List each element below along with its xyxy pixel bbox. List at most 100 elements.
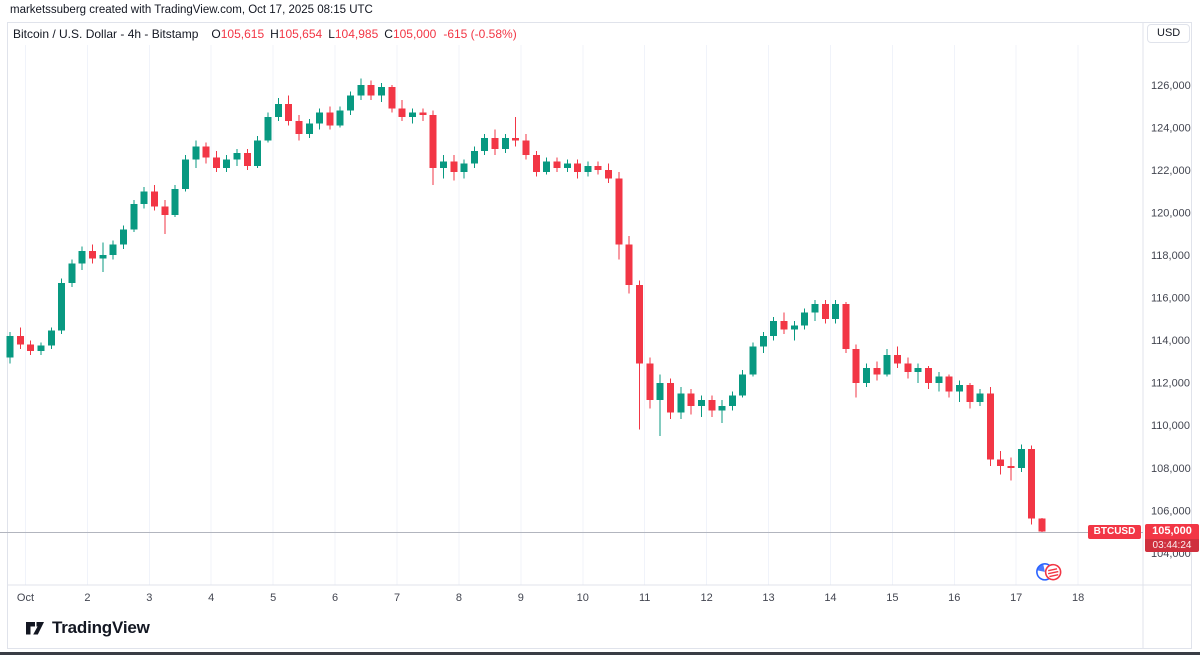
- candle-body: [790, 325, 798, 330]
- last-price-value: 105,000: [1145, 524, 1199, 539]
- candle-body: [429, 114, 437, 168]
- candle-body: [584, 165, 592, 173]
- candle-body: [666, 382, 674, 413]
- candle-body: [388, 87, 396, 109]
- candle-body: [563, 163, 571, 168]
- time-axis-label: 14: [824, 592, 836, 604]
- candle-body: [770, 321, 778, 337]
- candle-body: [594, 165, 602, 171]
- candle-body: [120, 229, 128, 245]
- time-axis-label: 15: [886, 592, 898, 604]
- time-axis-label: 5: [270, 592, 276, 604]
- candle-body: [254, 140, 262, 166]
- candle-body: [37, 345, 45, 351]
- candle-body: [202, 146, 210, 158]
- last-price-axis-tag: 105,000 03:44:24: [1145, 524, 1199, 552]
- price-axis-label: 106,000: [1151, 505, 1191, 517]
- time-axis-label: 4: [208, 592, 214, 604]
- candle-body: [945, 376, 953, 392]
- candle-body: [553, 161, 561, 168]
- candle-body: [78, 250, 86, 264]
- candle-body: [852, 348, 860, 383]
- price-axis-label: 124,000: [1151, 122, 1191, 134]
- high-label: H: [270, 27, 279, 41]
- candle-body: [285, 104, 293, 122]
- candle-body: [501, 138, 509, 149]
- price-axis-label: 114,000: [1151, 335, 1190, 347]
- tradingview-logo-icon: [26, 622, 44, 635]
- candle-body: [894, 355, 902, 364]
- candle-body: [130, 204, 138, 230]
- candle-body: [574, 163, 582, 173]
- candle-body: [532, 155, 540, 173]
- time-axis-label: 17: [1010, 592, 1022, 604]
- low-value: 104,985: [334, 27, 379, 41]
- time-axis-label: 16: [948, 592, 960, 604]
- time-axis-label: 11: [639, 592, 650, 604]
- candle-body: [935, 376, 943, 383]
- candle-body: [1017, 448, 1025, 468]
- tradingview-logo[interactable]: TradingView: [25, 618, 150, 638]
- candle-body: [728, 395, 736, 407]
- candle-body: [677, 393, 685, 413]
- candle-body: [460, 163, 468, 173]
- candle-body: [481, 138, 489, 151]
- time-axis-label: 6: [332, 592, 338, 604]
- candle-body: [605, 170, 613, 179]
- candle-body: [274, 104, 282, 117]
- economic-event-icon[interactable]: [1033, 558, 1065, 586]
- candle-body: [966, 384, 974, 402]
- candle-body: [914, 367, 922, 373]
- candle-body: [264, 116, 272, 141]
- candle-body: [367, 85, 375, 96]
- price-axis-label: 116,000: [1151, 293, 1190, 305]
- time-axis-label: 2: [84, 592, 90, 604]
- candle-body: [233, 153, 241, 160]
- candle-body: [656, 382, 664, 400]
- price-axis-label: 122,000: [1151, 165, 1191, 177]
- candle-body: [99, 255, 107, 259]
- close-label: C: [384, 27, 393, 41]
- candle-body: [780, 321, 788, 330]
- candle-body: [924, 367, 932, 383]
- change-value: -615 (-0.58%): [443, 27, 517, 41]
- candle-body: [718, 406, 726, 411]
- time-axis-label: 10: [577, 592, 589, 604]
- candle-body: [6, 336, 14, 358]
- time-axis-label: Oct: [17, 592, 34, 604]
- time-axis-label: 7: [394, 592, 400, 604]
- candle-body: [904, 363, 912, 373]
- candle-body: [1028, 448, 1036, 519]
- candle-body: [336, 110, 344, 126]
- currency-unit-button[interactable]: USD: [1147, 24, 1191, 43]
- candle-body: [986, 393, 994, 460]
- time-axis[interactable]: [7, 586, 1143, 610]
- candle-body: [543, 161, 551, 173]
- time-axis-label: 3: [146, 592, 152, 604]
- time-axis-label: 12: [700, 592, 712, 604]
- price-axis-label: 108,000: [1151, 463, 1191, 475]
- candle-body: [398, 108, 406, 117]
- candle-body: [821, 304, 829, 319]
- price-axis-label: 126,000: [1151, 80, 1191, 92]
- candle-body: [625, 244, 633, 285]
- candle-body: [140, 191, 148, 205]
- attribution-watermark: marketssuberg created with TradingView.c…: [10, 4, 373, 16]
- symbol-title[interactable]: Bitcoin / U.S. Dollar - 4h - Bitstamp: [13, 27, 199, 41]
- tradingview-logo-text: TradingView: [52, 618, 150, 637]
- candle-body: [419, 112, 427, 115]
- candle-body: [811, 304, 819, 313]
- candle-body: [687, 393, 695, 407]
- candle-body: [697, 399, 705, 407]
- candle-body: [883, 355, 891, 375]
- price-axis[interactable]: [1144, 22, 1199, 585]
- candle-body: [512, 138, 520, 141]
- candle-body: [316, 112, 324, 124]
- open-value: 105,615: [220, 27, 265, 41]
- candle-body: [470, 150, 478, 164]
- time-axis-label: 18: [1072, 592, 1084, 604]
- candle-body: [646, 363, 654, 400]
- time-axis-label: 13: [762, 592, 774, 604]
